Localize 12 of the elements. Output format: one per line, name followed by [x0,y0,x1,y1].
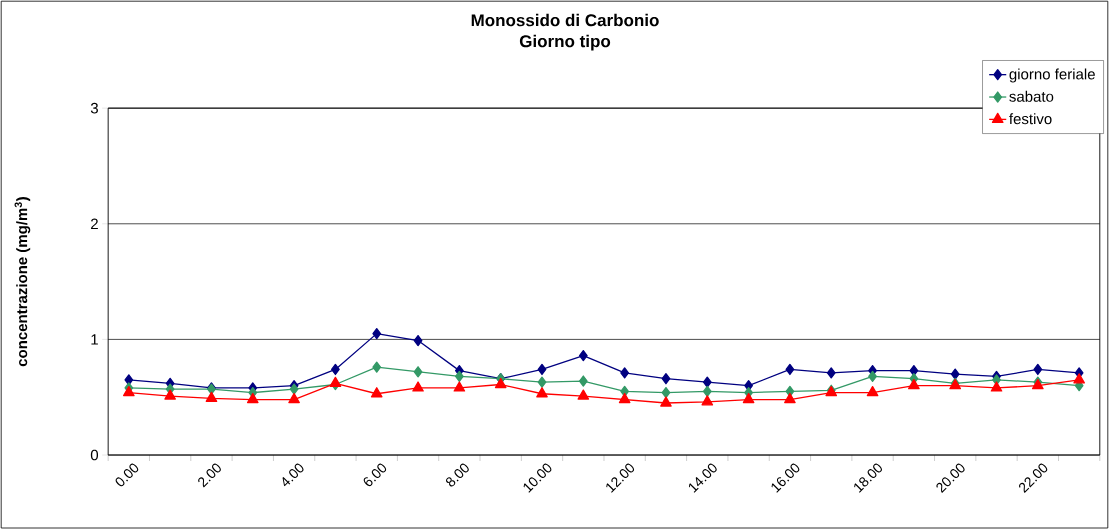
x-tick-label: 6.00 [363,463,387,487]
legend-label: giorno feriale [1009,68,1095,83]
x-tick-label: 4.00 [282,463,304,487]
y-axis-title: concentrazione (mg/m$^{3}$) [14,197,31,367]
y-tick-label: 0 [90,449,99,461]
legend-label: festivo [1009,113,1052,125]
legend-label: sabato [1009,90,1054,102]
y-tick-label: 2 [91,218,98,229]
chart-subtitle: Giorno tipo [519,34,611,51]
y-tick-label: 3 [90,102,98,114]
chart-title: Monossido di Carbonio [471,13,659,27]
y-tick-label: 1 [91,334,98,345]
